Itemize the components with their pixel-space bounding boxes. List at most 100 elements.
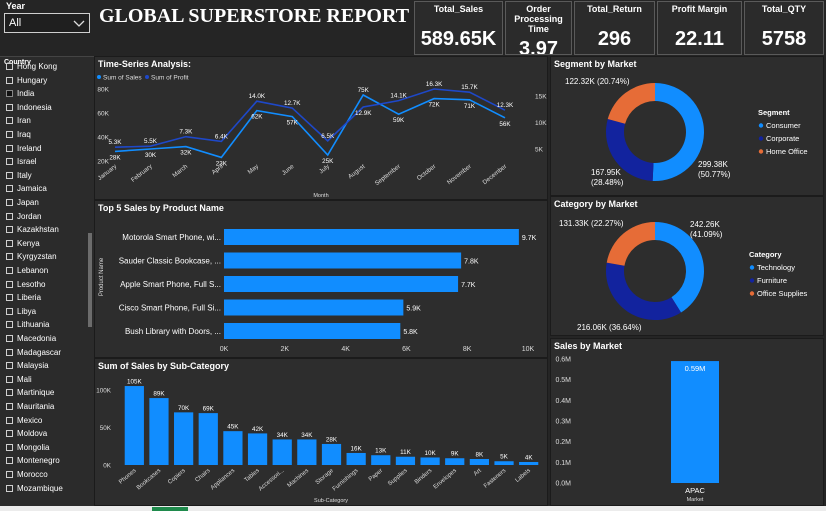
- checkbox[interactable]: [6, 403, 13, 410]
- checkbox[interactable]: [6, 239, 13, 247]
- slicer-scrollbar[interactable]: [88, 233, 92, 327]
- donut-slice[interactable]: [652, 83, 705, 181]
- country-option[interactable]: Kazakhstan: [6, 225, 59, 237]
- bar[interactable]: [371, 455, 391, 465]
- country-option[interactable]: Italy: [6, 171, 32, 183]
- legend-marker: [145, 75, 149, 79]
- checkbox[interactable]: [6, 131, 13, 138]
- country-option[interactable]: Montenegro: [6, 456, 60, 468]
- bar[interactable]: [224, 276, 459, 292]
- bar[interactable]: [494, 461, 514, 465]
- checkbox[interactable]: [6, 430, 13, 438]
- country-option[interactable]: Mali: [6, 375, 32, 387]
- checkbox[interactable]: [6, 375, 13, 383]
- country-option[interactable]: Lithuania: [6, 320, 49, 332]
- bar[interactable]: [519, 461, 539, 465]
- year-dropdown[interactable]: All: [4, 13, 90, 33]
- checkbox[interactable]: [6, 389, 13, 397]
- donut-slice[interactable]: [607, 83, 655, 124]
- country-option[interactable]: Morocco: [6, 470, 48, 482]
- bar[interactable]: [469, 458, 489, 465]
- checkbox[interactable]: [6, 158, 13, 166]
- bar[interactable]: [224, 229, 519, 245]
- country-option[interactable]: Martinique: [6, 388, 54, 400]
- bar[interactable]: [321, 443, 342, 465]
- bar[interactable]: [346, 452, 366, 465]
- checkbox[interactable]: [6, 348, 13, 356]
- checkbox[interactable]: [6, 212, 13, 220]
- checkbox[interactable]: [6, 144, 13, 152]
- donut-slice[interactable]: [606, 222, 655, 266]
- checkbox[interactable]: [6, 185, 13, 193]
- page-tab-indicator[interactable]: [152, 507, 188, 511]
- country-option[interactable]: Mauritania: [6, 402, 54, 414]
- donut-slice[interactable]: [606, 262, 682, 320]
- donut-slice[interactable]: [606, 119, 654, 181]
- bar[interactable]: [124, 386, 144, 465]
- country-option[interactable]: Libya: [6, 307, 36, 319]
- country-option[interactable]: Kyrgyzstan: [6, 252, 57, 264]
- checkbox[interactable]: [6, 90, 13, 98]
- checkbox[interactable]: [6, 253, 13, 261]
- bar[interactable]: [420, 457, 440, 465]
- country-option[interactable]: Hong Kong: [6, 62, 57, 74]
- checkbox[interactable]: [6, 307, 13, 315]
- x-tick-label: June: [281, 163, 296, 177]
- country-option[interactable]: Lesotho: [6, 280, 45, 292]
- donut-slice[interactable]: [655, 222, 704, 313]
- bar[interactable]: [223, 431, 243, 465]
- country-option[interactable]: Jordan: [6, 212, 41, 224]
- country-option[interactable]: Iran: [6, 116, 31, 128]
- checkbox[interactable]: [6, 471, 13, 478]
- bar[interactable]: [224, 299, 404, 316]
- checkbox[interactable]: [6, 294, 13, 302]
- country-option[interactable]: Japan: [6, 198, 39, 210]
- country-option[interactable]: Hungary: [6, 76, 47, 88]
- bar[interactable]: [671, 361, 719, 483]
- country-option[interactable]: Mozambique: [6, 484, 63, 496]
- bar[interactable]: [297, 439, 317, 465]
- country-option[interactable]: Madagascar: [6, 348, 61, 360]
- country-option[interactable]: Lebanon: [6, 266, 48, 278]
- checkbox[interactable]: [6, 63, 13, 70]
- bar[interactable]: [149, 398, 169, 465]
- checkbox[interactable]: [6, 280, 13, 288]
- bar[interactable]: [272, 439, 292, 465]
- checkbox[interactable]: [6, 199, 13, 206]
- checkbox[interactable]: [6, 171, 13, 179]
- bar[interactable]: [224, 323, 401, 339]
- checkbox[interactable]: [6, 362, 13, 370]
- checkbox[interactable]: [6, 117, 13, 125]
- checkbox[interactable]: [6, 267, 13, 274]
- bar[interactable]: [198, 413, 218, 465]
- checkbox[interactable]: [6, 416, 13, 424]
- country-option[interactable]: Macedonia: [6, 334, 56, 346]
- country-option[interactable]: India: [6, 89, 34, 101]
- checkbox[interactable]: [6, 321, 13, 329]
- checkbox[interactable]: [6, 226, 13, 234]
- country-option[interactable]: Mongolia: [6, 443, 49, 455]
- bar[interactable]: [247, 433, 268, 465]
- bar[interactable]: [445, 458, 465, 465]
- bar[interactable]: [174, 412, 194, 465]
- checkbox[interactable]: [6, 484, 13, 492]
- checkbox[interactable]: [6, 443, 13, 451]
- checkbox[interactable]: [6, 457, 13, 465]
- checkbox[interactable]: [6, 335, 13, 342]
- country-option[interactable]: Jamaica: [6, 184, 47, 196]
- country-option[interactable]: Malaysia: [6, 361, 49, 373]
- checkbox[interactable]: [6, 76, 13, 84]
- bar[interactable]: [224, 252, 462, 269]
- legend-marker: [758, 136, 764, 141]
- kpi-total-sales: Total_Sales 589.65K: [414, 1, 503, 55]
- country-option[interactable]: Israel: [6, 157, 37, 169]
- country-option[interactable]: Liberia: [6, 293, 41, 305]
- country-option[interactable]: Moldova: [6, 429, 47, 441]
- country-option[interactable]: Mexico: [6, 416, 42, 428]
- country-option[interactable]: Ireland: [6, 144, 41, 156]
- country-option[interactable]: Indonesia: [6, 103, 52, 115]
- bar[interactable]: [395, 456, 416, 465]
- country-option[interactable]: Kenya: [6, 239, 40, 251]
- country-option[interactable]: Iraq: [6, 130, 31, 142]
- checkbox[interactable]: [6, 103, 13, 111]
